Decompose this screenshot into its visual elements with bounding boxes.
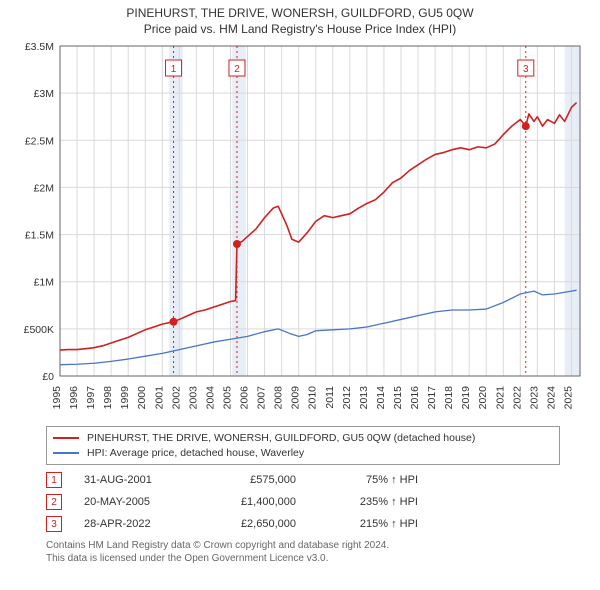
svg-text:2022: 2022 <box>511 386 523 410</box>
event-marker: 1 <box>46 472 62 488</box>
footnote-line-1: Contains HM Land Registry data © Crown c… <box>46 539 588 552</box>
event-pct: 75% ↑ HPI <box>318 474 418 486</box>
legend: PINEHURST, THE DRIVE, WONERSH, GUILDFORD… <box>46 426 560 465</box>
chart-title: PINEHURST, THE DRIVE, WONERSH, GUILDFORD… <box>0 0 600 20</box>
event-marker: 2 <box>46 494 62 510</box>
svg-text:1999: 1999 <box>119 386 131 410</box>
legend-swatch-2 <box>53 452 79 454</box>
svg-text:2014: 2014 <box>375 386 387 410</box>
legend-label-2: HPI: Average price, detached house, Wave… <box>87 446 304 461</box>
svg-text:1998: 1998 <box>102 386 114 410</box>
svg-text:1995: 1995 <box>51 386 63 410</box>
svg-text:2000: 2000 <box>136 386 148 410</box>
svg-text:2015: 2015 <box>392 386 404 410</box>
svg-text:2004: 2004 <box>204 386 216 410</box>
svg-text:2013: 2013 <box>358 386 370 410</box>
event-date: 20-MAY-2005 <box>84 496 184 508</box>
event-pct: 215% ↑ HPI <box>318 518 418 530</box>
legend-label-1: PINEHURST, THE DRIVE, WONERSH, GUILDFORD… <box>87 431 475 446</box>
svg-text:2: 2 <box>234 64 240 75</box>
svg-text:2010: 2010 <box>307 386 319 410</box>
svg-text:2003: 2003 <box>187 386 199 410</box>
svg-text:2023: 2023 <box>528 386 540 410</box>
svg-text:£2M: £2M <box>34 182 54 194</box>
svg-text:1996: 1996 <box>68 386 80 410</box>
event-price: £1,400,000 <box>206 496 296 508</box>
chart-area: £0 £500K £1M £1.5M £2M £2.5M £3M £3.5M 1995 1996 1… <box>10 40 590 420</box>
svg-text:2006: 2006 <box>239 386 251 410</box>
legend-row-2: HPI: Average price, detached house, Wave… <box>53 446 553 461</box>
event-price: £575,000 <box>206 474 296 486</box>
svg-text:2001: 2001 <box>153 386 165 410</box>
line-chart-svg: £0 £500K £1M £1.5M £2M £2.5M £3M £3.5M 1995 1996 1… <box>10 40 590 420</box>
svg-text:£1.5M: £1.5M <box>25 230 54 242</box>
footnote: Contains HM Land Registry data © Crown c… <box>46 539 588 565</box>
event-row: 3 28-APR-2022 £2,650,000 215% ↑ HPI <box>46 513 588 535</box>
event-pct: 235% ↑ HPI <box>318 496 418 508</box>
event-price: £2,650,000 <box>206 518 296 530</box>
svg-text:£2.5M: £2.5M <box>25 135 54 147</box>
chart-subtitle: Price paid vs. HM Land Registry's House … <box>0 20 600 40</box>
svg-text:£0: £0 <box>42 371 54 383</box>
event-row: 1 31-AUG-2001 £575,000 75% ↑ HPI <box>46 469 588 491</box>
footnote-line-2: This data is licensed under the Open Gov… <box>46 552 588 565</box>
event-marker: 3 <box>46 516 62 532</box>
svg-text:2002: 2002 <box>170 386 182 410</box>
svg-text:2025: 2025 <box>562 386 574 410</box>
svg-text:2005: 2005 <box>221 386 233 410</box>
event-row: 2 20-MAY-2005 £1,400,000 235% ↑ HPI <box>46 491 588 513</box>
svg-text:1: 1 <box>171 64 177 75</box>
legend-row-1: PINEHURST, THE DRIVE, WONERSH, GUILDFORD… <box>53 431 553 446</box>
svg-text:£1M: £1M <box>34 277 54 289</box>
svg-text:£500K: £500K <box>24 324 54 336</box>
svg-text:2016: 2016 <box>409 386 421 410</box>
legend-swatch-1 <box>53 437 79 439</box>
svg-text:2009: 2009 <box>290 386 302 410</box>
svg-text:2024: 2024 <box>545 386 557 410</box>
svg-text:2012: 2012 <box>341 386 353 410</box>
svg-text:£3M: £3M <box>34 88 54 100</box>
svg-text:£3.5M: £3.5M <box>25 41 54 53</box>
svg-text:2019: 2019 <box>460 386 472 410</box>
event-date: 28-APR-2022 <box>84 518 184 530</box>
svg-text:2007: 2007 <box>256 386 268 410</box>
svg-text:2011: 2011 <box>324 386 336 409</box>
svg-text:1997: 1997 <box>85 386 97 410</box>
event-date: 31-AUG-2001 <box>84 474 184 486</box>
svg-text:2021: 2021 <box>494 386 506 410</box>
svg-text:2018: 2018 <box>443 386 455 410</box>
svg-text:2017: 2017 <box>426 386 438 410</box>
svg-text:3: 3 <box>523 64 529 75</box>
svg-text:2008: 2008 <box>273 386 285 410</box>
svg-text:2020: 2020 <box>477 386 489 410</box>
events-table: 1 31-AUG-2001 £575,000 75% ↑ HPI 2 20-MAY-200… <box>46 469 588 535</box>
